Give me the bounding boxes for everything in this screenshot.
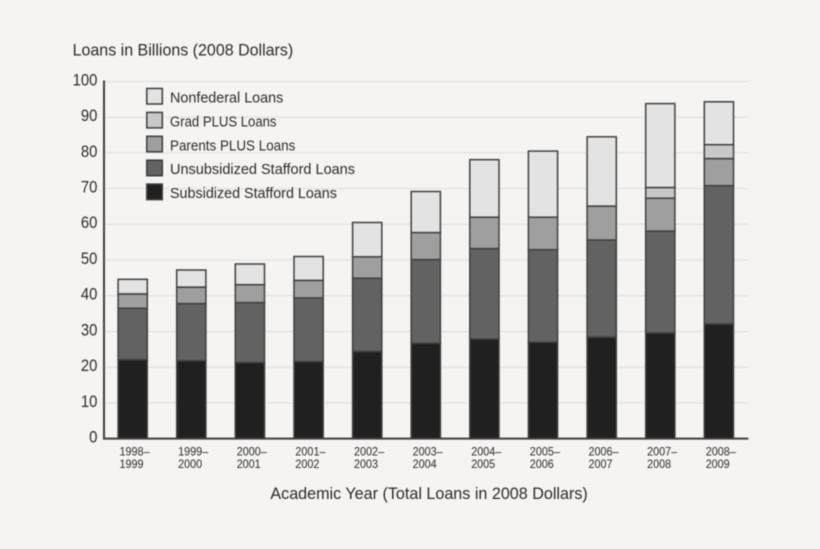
svg-text:2001: 2001 (237, 457, 261, 471)
svg-text:1999–: 1999– (178, 444, 208, 458)
svg-text:30: 30 (81, 321, 98, 339)
svg-text:2005–: 2005– (530, 444, 560, 458)
svg-text:2003–: 2003– (413, 444, 443, 458)
svg-text:2002: 2002 (295, 457, 319, 471)
svg-text:100: 100 (73, 71, 98, 89)
svg-text:80: 80 (81, 143, 98, 161)
svg-text:2006–: 2006– (589, 444, 619, 458)
svg-text:1998–: 1998– (120, 444, 150, 458)
svg-text:Academic Year (Total Loans in: Academic Year (Total Loans in 2008 Dolla… (270, 485, 587, 503)
svg-text:2007–: 2007– (647, 444, 677, 458)
svg-text:Subsidized Stafford Loans: Subsidized Stafford Loans (170, 185, 337, 202)
svg-text:2005: 2005 (471, 457, 495, 471)
svg-text:2004: 2004 (413, 457, 437, 471)
svg-text:20: 20 (81, 357, 98, 375)
svg-text:90: 90 (81, 107, 98, 125)
svg-text:Grad PLUS Loans: Grad PLUS Loans (170, 113, 277, 130)
svg-text:2002–: 2002– (354, 444, 384, 458)
svg-text:2001–: 2001– (295, 444, 325, 458)
svg-text:2009: 2009 (706, 457, 730, 471)
svg-text:Parents PLUS Loans: Parents PLUS Loans (170, 137, 296, 154)
svg-text:Loans in Billions (2008 Dollar: Loans in Billions (2008 Dollars) (73, 40, 294, 59)
svg-text:50: 50 (81, 250, 98, 268)
svg-text:40: 40 (81, 286, 98, 304)
svg-text:Nonfederal Loans: Nonfederal Loans (170, 90, 284, 107)
svg-text:2000–: 2000– (237, 444, 267, 458)
svg-text:2007: 2007 (589, 457, 613, 471)
svg-text:60: 60 (81, 214, 98, 232)
svg-text:10: 10 (81, 393, 98, 411)
svg-text:70: 70 (81, 179, 98, 197)
svg-text:2008: 2008 (647, 457, 671, 471)
svg-text:Unsubsidized Stafford Loans: Unsubsidized Stafford Loans (170, 161, 355, 178)
svg-text:2004–: 2004– (471, 444, 501, 458)
svg-text:2008–: 2008– (706, 444, 736, 458)
svg-text:2006: 2006 (530, 457, 554, 471)
svg-text:2003: 2003 (354, 457, 378, 471)
svg-text:2000: 2000 (178, 457, 202, 471)
svg-text:1999: 1999 (120, 457, 144, 471)
svg-text:0: 0 (89, 429, 97, 447)
